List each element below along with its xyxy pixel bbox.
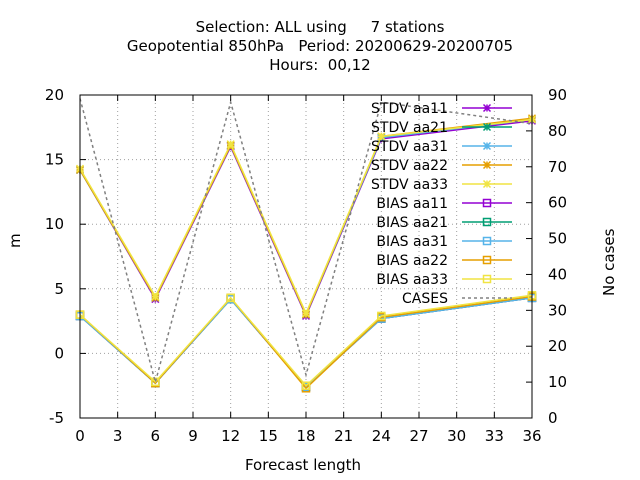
y-tick-label: 5 — [54, 280, 64, 298]
legend-marker — [482, 255, 492, 265]
y-tick-label: 0 — [54, 344, 64, 362]
legend-entry: STDV aa33 — [371, 177, 512, 193]
x-tick-label: 15 — [259, 427, 278, 445]
legend-marker — [482, 122, 492, 132]
y2-tick-label: 0 — [548, 409, 558, 427]
y2-tick-label: 60 — [548, 194, 567, 212]
legend-entry: STDV aa22 — [371, 158, 512, 174]
legend-label: BIAS aa22 — [376, 253, 448, 269]
chart-title-line-3: Hours: 00,12 — [269, 56, 371, 74]
legend-label: STDV aa11 — [371, 101, 448, 117]
y2-tick-label: 80 — [548, 122, 567, 140]
data-point — [301, 381, 311, 390]
x-tick-label: 36 — [522, 427, 541, 445]
legend-marker — [482, 160, 492, 170]
legend-marker — [482, 103, 492, 113]
legend-label: BIAS aa31 — [376, 234, 448, 250]
x-tick-label: 24 — [372, 427, 391, 445]
legend-label: STDV aa22 — [371, 158, 448, 174]
y2-tick-label: 20 — [548, 337, 567, 355]
data-point — [151, 377, 160, 387]
legend-entry: BIAS aa31 — [376, 234, 512, 250]
legend-label: BIAS aa21 — [376, 215, 448, 231]
legend-marker — [482, 179, 492, 189]
x-tick-label: 18 — [296, 427, 315, 445]
y-tick-label: 20 — [45, 86, 64, 104]
legend-marker — [482, 274, 492, 284]
y2-tick-label: 50 — [548, 230, 567, 248]
legend-marker — [482, 217, 492, 227]
y2-tick-label: 70 — [548, 158, 567, 176]
series-line — [79, 294, 533, 387]
y-tick-label: -5 — [49, 409, 64, 427]
legend-label: BIAS aa33 — [376, 272, 448, 288]
legend-label: CASES — [402, 291, 448, 307]
y2-tick-label: 10 — [548, 373, 567, 391]
y2-tick-label: 90 — [548, 86, 567, 104]
data-point — [226, 293, 235, 303]
x-tick-label: 30 — [447, 427, 466, 445]
legend-label: STDV aa33 — [371, 177, 448, 193]
y-tick-label: 10 — [45, 215, 64, 233]
chart-title-line-1: Selection: ALL using 7 stations — [195, 18, 445, 36]
legend-entry: BIAS aa22 — [376, 253, 512, 269]
legend-entry: STDV aa11 — [371, 101, 512, 117]
legend-entry: STDV aa31 — [371, 139, 512, 155]
series-bias-aa33 — [75, 291, 537, 390]
legend-label: STDV aa31 — [371, 139, 448, 155]
legend: STDV aa11 STDV aa21 STDV aa31 STDV aa22 STDV… — [371, 101, 512, 307]
data-point — [377, 132, 386, 141]
legend-marker — [482, 198, 492, 208]
series-line — [79, 295, 533, 390]
x-tick-label: 0 — [75, 427, 85, 445]
legend-label: BIAS aa11 — [376, 196, 448, 212]
y2-tick-label: 40 — [548, 265, 567, 283]
data-point — [377, 311, 386, 321]
legend-label: STDV aa21 — [371, 120, 448, 136]
data-point — [151, 292, 160, 301]
x-tick-label: 12 — [221, 427, 240, 445]
x-axis-label: Forecast length — [244, 456, 362, 474]
y2-tick-label: 30 — [548, 301, 567, 319]
axis-ticks: 0 3 6 9 12 15 18 21 24 27 30 33 36-50510152001020304… — [45, 86, 567, 445]
series-line — [79, 120, 533, 318]
legend-entry: BIAS aa11 — [376, 196, 512, 212]
series-layer — [75, 98, 537, 393]
x-tick-label: 9 — [188, 427, 198, 445]
chart-title-line-2: Geopotential 850hPa Period: 20200629-202… — [126, 37, 514, 55]
legend-entry: BIAS aa21 — [376, 215, 512, 231]
x-tick-label: 21 — [334, 427, 353, 445]
legend-entry: STDV aa21 — [371, 120, 512, 136]
grid — [80, 95, 532, 418]
y-tick-label: 15 — [45, 151, 64, 169]
x-tick-label: 6 — [151, 427, 161, 445]
data-point — [301, 309, 311, 318]
legend-entry: CASES — [402, 291, 512, 307]
legend-marker — [482, 141, 492, 151]
x-tick-label: 33 — [485, 427, 504, 445]
series-line — [79, 118, 533, 316]
data-point — [226, 140, 235, 149]
legend-marker — [482, 236, 492, 246]
x-tick-label: 27 — [409, 427, 428, 445]
x-tick-label: 3 — [113, 427, 123, 445]
legend-entry: BIAS aa33 — [376, 272, 512, 288]
